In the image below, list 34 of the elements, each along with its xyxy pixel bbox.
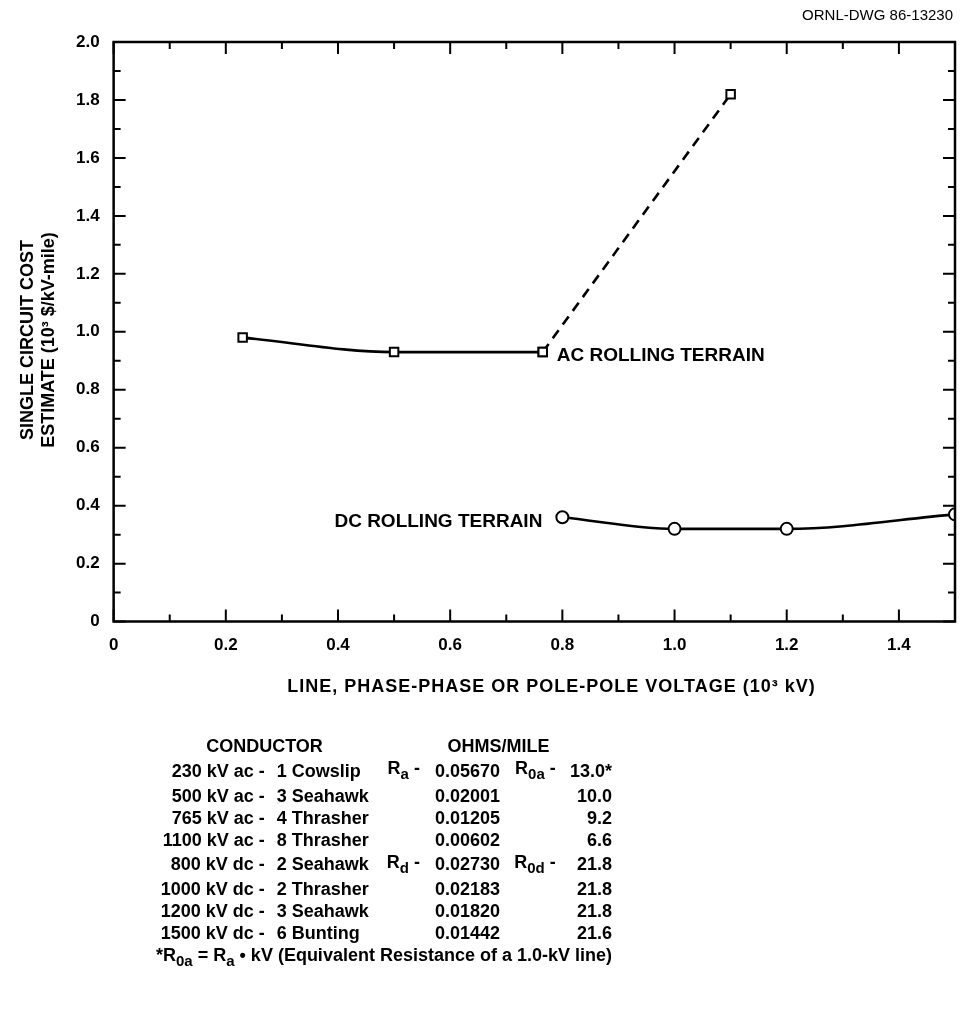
text: CONDUCTOR OHMS/MILE [206,736,550,756]
text: 500 kV ac - 3 Seahawk 0.02001 10.0 [171,785,612,806]
x-tick-label: 0.2 [213,635,238,655]
y-tick-label: 0.6 [75,437,100,457]
text: ORNL-DWG 86-13230 [802,6,953,23]
x-tick-label: 1.0 [662,635,687,655]
text: 765 kV ac - 4 Thrasher 0.01205 9.2 [171,807,612,828]
x-tick-label: 0.8 [550,635,575,655]
y-tick-label: 1.4 [75,205,101,225]
text: 1500 kV dc - 6 Bunting 0.01442 21.6 [160,923,612,944]
y-tick-label: 0.4 [75,495,101,515]
x-tick-label: 1.4 [887,635,912,655]
x-axis-title: LINE, PHASE-PHASE OR POLE-POLE VOLTAGE (10³ kV) [286,676,817,697]
y-tick-label: 1.2 [75,263,100,283]
series-label: AC ROLLING TERRAIN [556,344,765,366]
y-tick-label: 0 [90,611,100,631]
x-tick-label: 0 [108,635,119,655]
x-tick-label: 0.4 [326,635,351,655]
text: 230 kV ac - 1 Cowslip R$_{a}$ - 0.05670 R$_{0a}$ - 13.0* [171,758,612,782]
y-tick-label: 0.2 [75,553,100,573]
text: 800 kV dc - 2 Seahawk R$_{d}$ - 0.02730 R$_{0d}$ - 21.8 [170,851,612,876]
y-axis-title: SINGLE CIRCUIT COST ESTIMATE (10³ $/kV-mile) [17,232,59,448]
x-tick-label: 0.6 [438,635,462,655]
text: 1100 kV ac - 8 Thrasher 0.00602 6.6 [162,829,612,850]
y-tick-label: 2.0 [75,31,100,51]
y-tick-label: 1.6 [75,147,100,167]
text: *R$_{0a}$ = R$_{a}$ • kV (Equivalent Resistance of a 1.0-kV line) [155,944,613,971]
y-tick-label: 1.0 [75,321,100,341]
text: 1000 kV dc - 2 Thrasher 0.02183 21.8 [160,879,612,900]
y-tick-label: 0.8 [75,379,100,399]
x-tick-label: 1.2 [774,635,799,655]
y-tick-label: 1.8 [75,89,100,109]
series-label: DC ROLLING TERRAIN [334,509,543,531]
text: 1200 kV dc - 3 Seahawk 0.01820 21.8 [160,901,612,922]
